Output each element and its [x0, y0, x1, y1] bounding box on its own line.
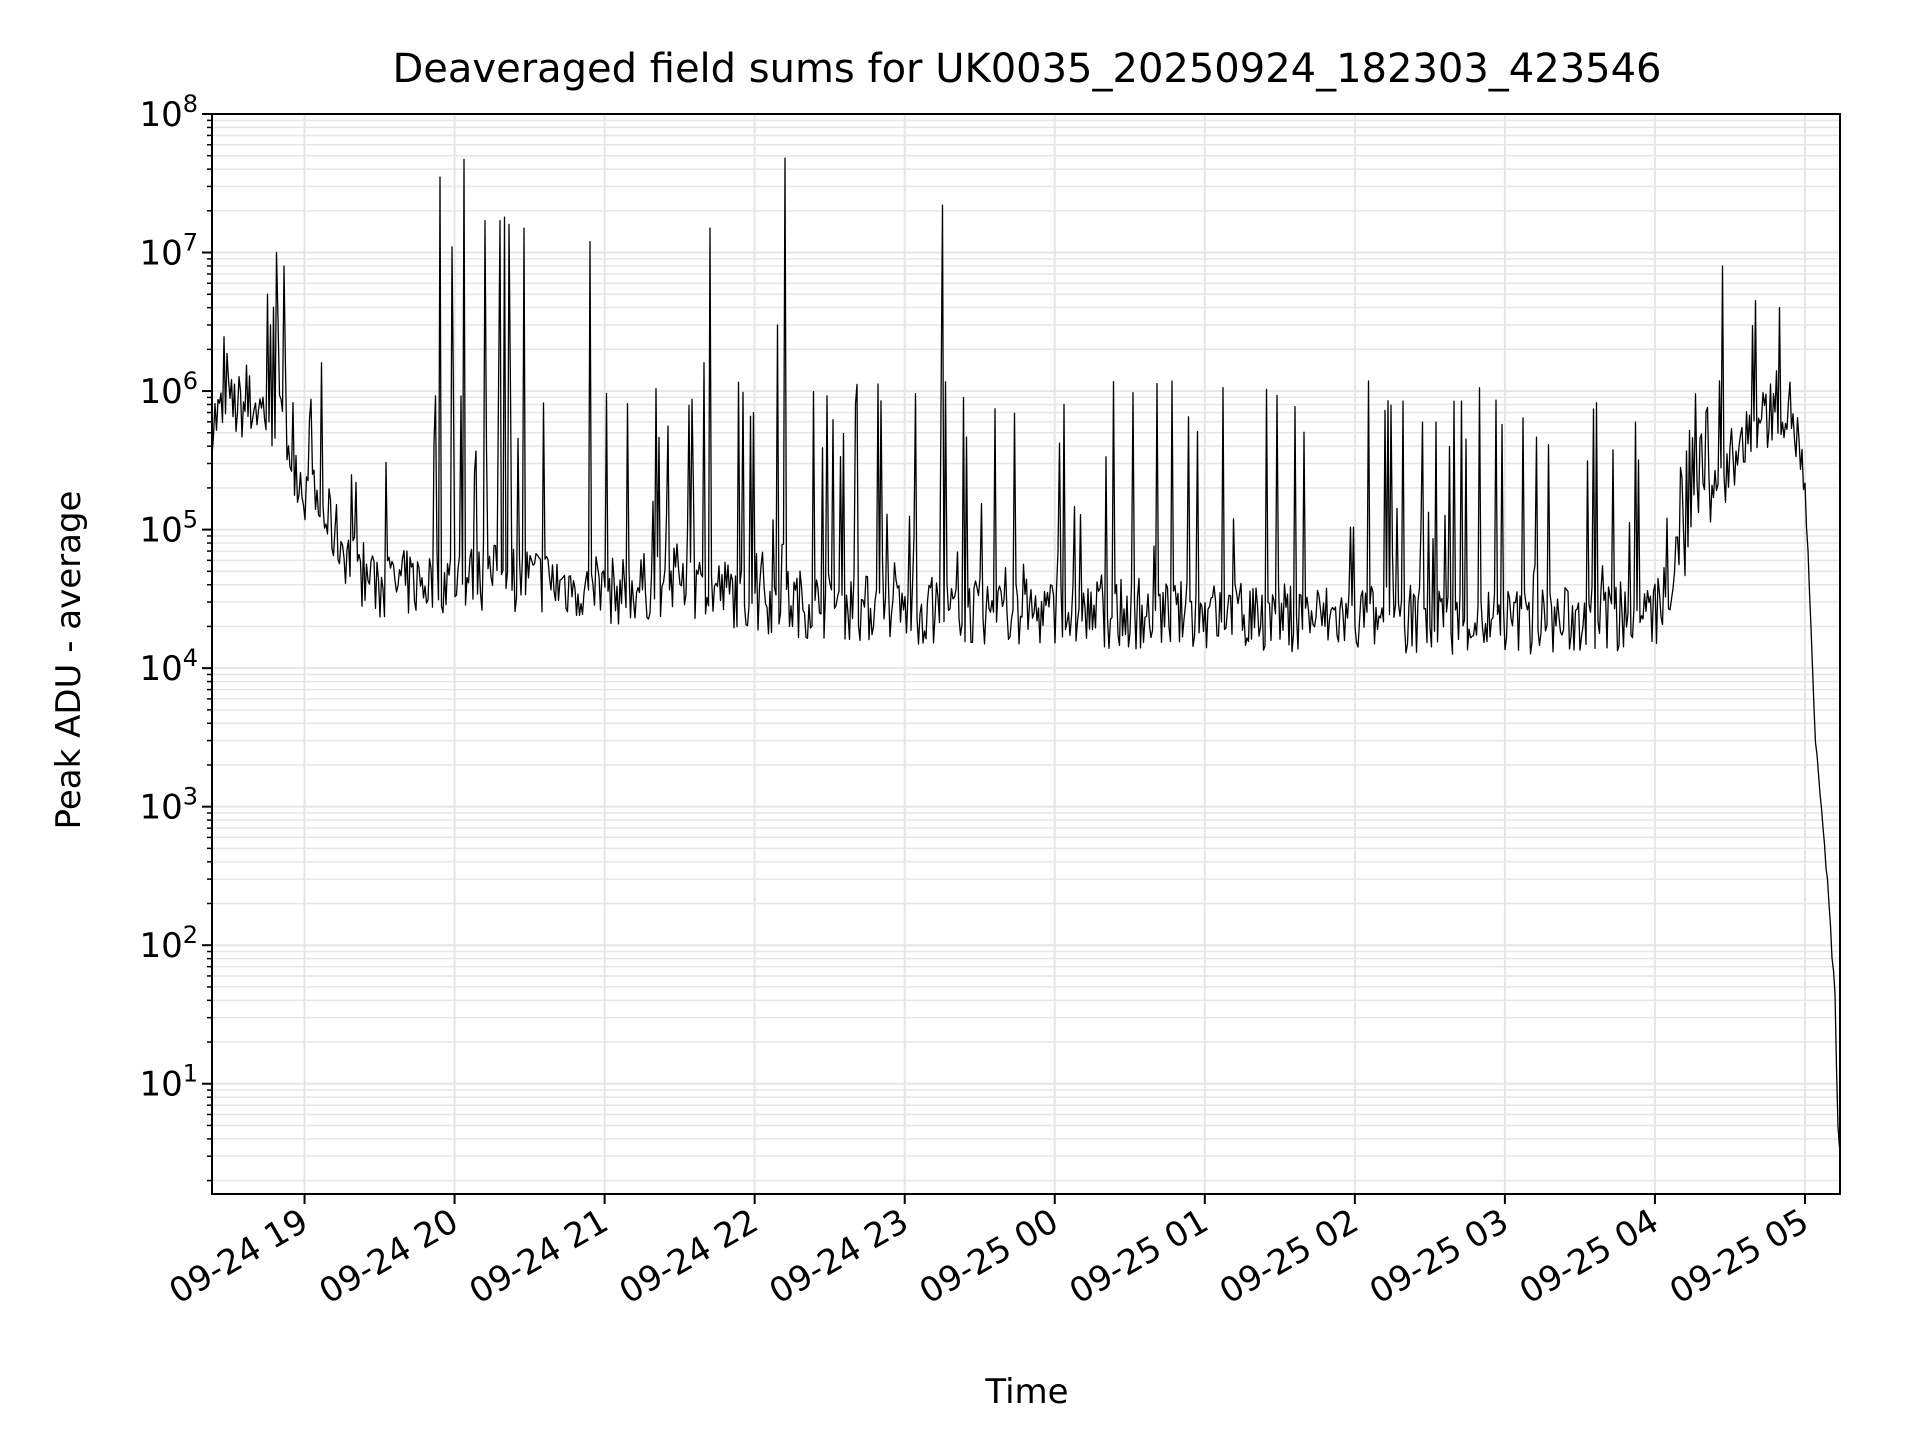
y-tick-label: 105 [139, 506, 198, 551]
x-tick-label: 09-24 19 [163, 1201, 315, 1312]
x-tick-label: 09-25 05 [1663, 1201, 1815, 1312]
y-tick-label: 103 [139, 783, 198, 828]
y-tick-label: 102 [139, 921, 198, 966]
y-tick-label: 106 [139, 367, 198, 412]
x-tick-label: 09-24 23 [763, 1201, 915, 1312]
series-layer [211, 157, 1841, 1148]
y-tick-label: 104 [139, 644, 198, 689]
x-axis-label: Time [984, 1372, 1068, 1412]
series-line [211, 157, 1841, 1148]
y-tick-label: 107 [139, 229, 198, 274]
grid-lines [212, 113, 1840, 1194]
x-tick-label: 09-25 04 [1513, 1201, 1665, 1312]
x-tick-label: 09-25 01 [1063, 1201, 1215, 1312]
x-tick-label: 09-25 02 [1213, 1201, 1365, 1312]
plot-frame [211, 113, 1841, 1195]
y-axis-label: Peak ADU - average [49, 491, 89, 830]
x-tick-label: 09-24 20 [313, 1201, 465, 1312]
x-tick-label: 09-24 21 [463, 1201, 615, 1312]
x-tick-label: 09-25 03 [1363, 1201, 1515, 1312]
x-tick-label: 09-24 22 [613, 1201, 765, 1312]
y-tick-label: 101 [139, 1060, 198, 1105]
chart-title: Deaveraged field sums for UK0035_2025092… [392, 46, 1661, 92]
x-tick-label: 09-25 00 [913, 1201, 1065, 1312]
y-tick-label: 108 [139, 90, 198, 135]
